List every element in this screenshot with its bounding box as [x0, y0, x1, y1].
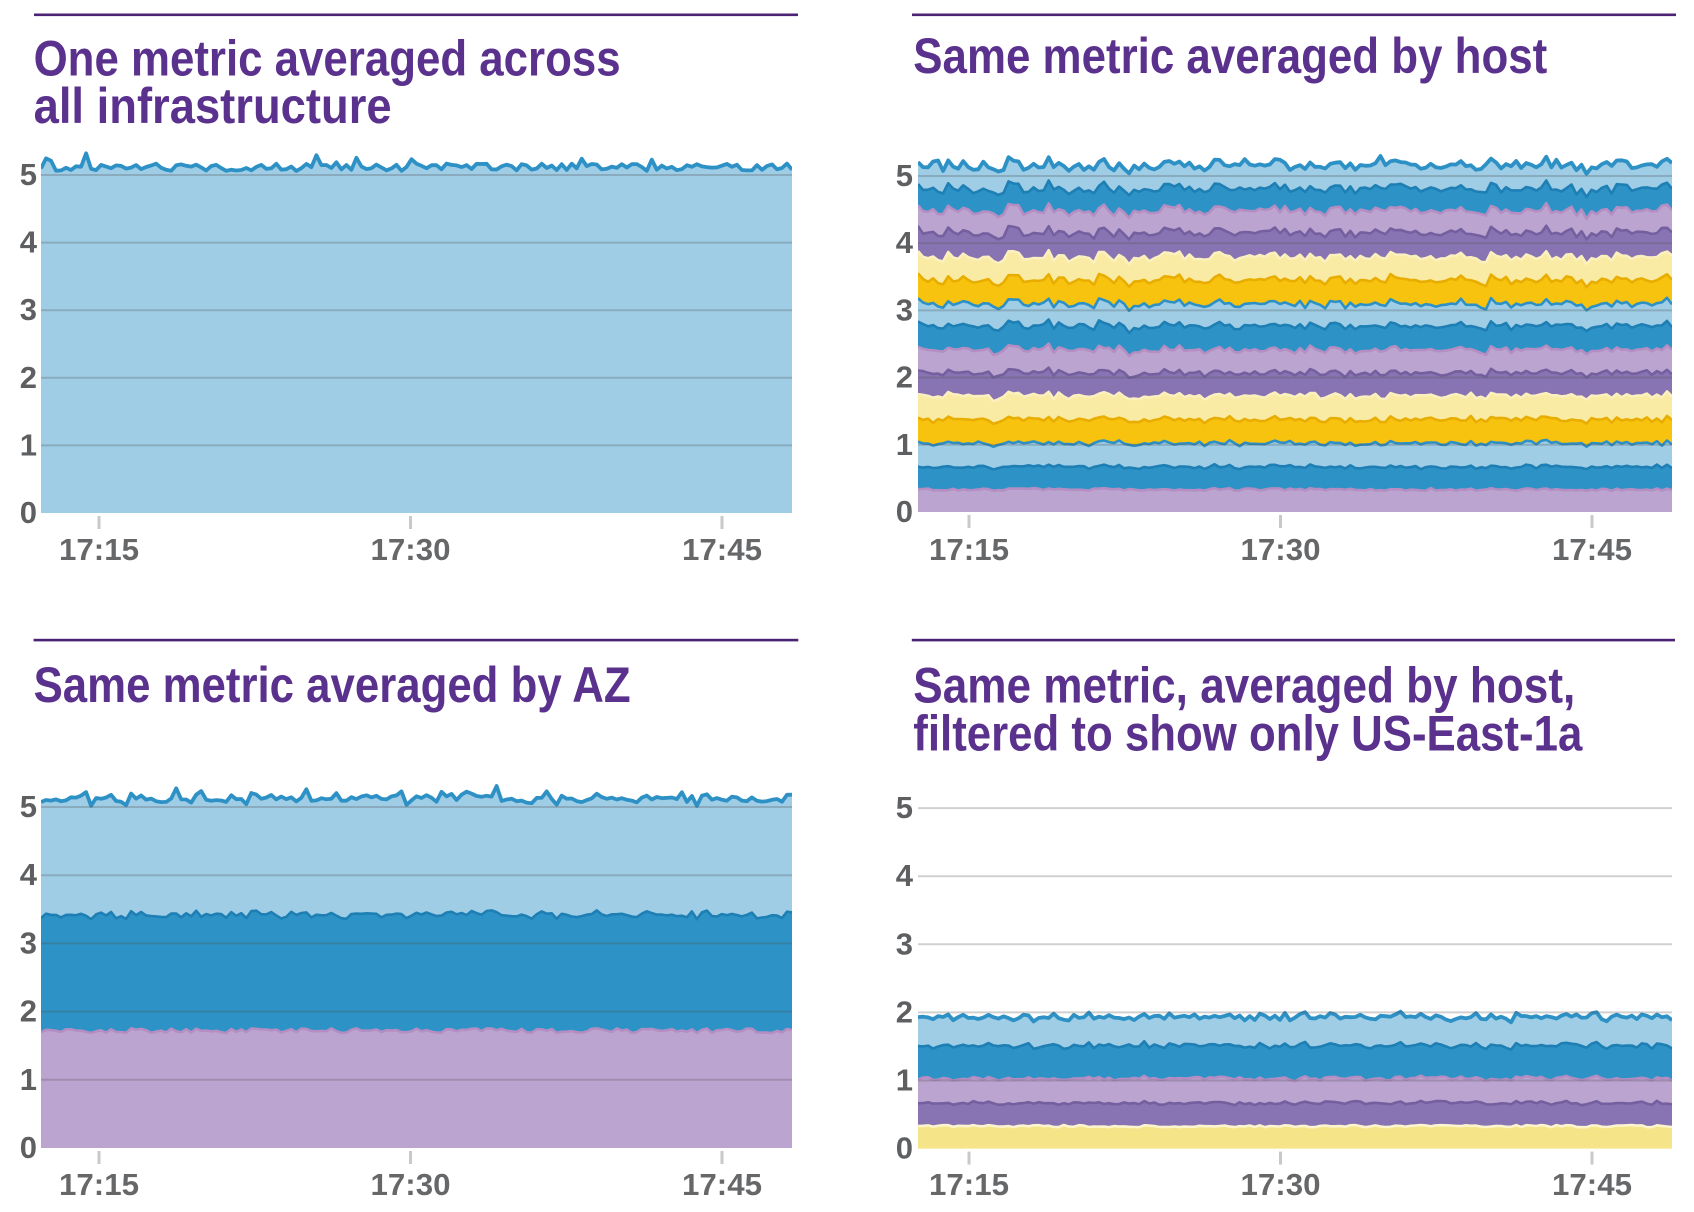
svg-text:all infrastructure: all infrastructure	[34, 78, 392, 134]
svg-text:1: 1	[896, 427, 913, 462]
svg-text:3: 3	[896, 292, 913, 327]
svg-text:5: 5	[896, 158, 913, 193]
svg-text:17:15: 17:15	[59, 532, 139, 567]
svg-text:0: 0	[20, 495, 37, 530]
svg-text:17:30: 17:30	[371, 532, 451, 567]
svg-text:17:15: 17:15	[929, 532, 1009, 567]
svg-text:4: 4	[896, 225, 914, 260]
svg-text:2: 2	[896, 994, 913, 1029]
svg-text:17:45: 17:45	[1552, 1167, 1632, 1202]
svg-text:Same metric, averaged by host,: Same metric, averaged by host,	[913, 658, 1575, 714]
svg-text:Same metric averaged by host: Same metric averaged by host	[913, 28, 1547, 84]
svg-text:3: 3	[20, 292, 37, 327]
svg-text:3: 3	[20, 925, 37, 960]
svg-text:17:30: 17:30	[1241, 1167, 1321, 1202]
svg-text:2: 2	[896, 360, 913, 395]
svg-text:0: 0	[20, 1130, 37, 1165]
svg-text:17:45: 17:45	[1552, 532, 1632, 567]
svg-text:5: 5	[20, 157, 37, 192]
svg-text:4: 4	[20, 857, 38, 892]
svg-text:17:45: 17:45	[682, 532, 762, 567]
svg-text:0: 0	[896, 1131, 913, 1166]
svg-text:2: 2	[20, 360, 37, 395]
svg-text:5: 5	[896, 790, 913, 825]
svg-text:0: 0	[896, 494, 913, 529]
svg-text:filtered to show only US-East-: filtered to show only US-East-1a	[913, 706, 1583, 762]
svg-text:One metric averaged across: One metric averaged across	[34, 30, 621, 86]
svg-text:17:30: 17:30	[371, 1167, 451, 1202]
svg-text:2: 2	[20, 994, 37, 1029]
svg-text:1: 1	[20, 1062, 37, 1097]
svg-text:17:30: 17:30	[1241, 532, 1321, 567]
svg-text:17:15: 17:15	[59, 1167, 139, 1202]
svg-text:5: 5	[20, 789, 37, 824]
svg-text:4: 4	[20, 225, 38, 260]
svg-text:1: 1	[20, 427, 37, 462]
svg-text:17:15: 17:15	[929, 1167, 1009, 1202]
svg-text:4: 4	[896, 858, 914, 893]
svg-text:3: 3	[896, 926, 913, 961]
svg-text:1: 1	[896, 1063, 913, 1098]
svg-text:Same metric averaged by AZ: Same metric averaged by AZ	[34, 657, 631, 713]
svg-text:17:45: 17:45	[682, 1167, 762, 1202]
